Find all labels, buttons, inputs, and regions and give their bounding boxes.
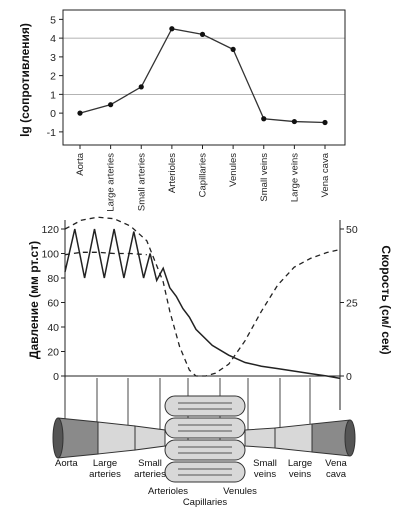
resistance-category-label: Small arteries xyxy=(136,153,147,211)
resistance-category-label: Large arteries xyxy=(106,153,117,212)
label-large-arteries-1: Large xyxy=(93,458,117,469)
label-large-veins-2: veins xyxy=(289,469,311,480)
label-arterioles: Arterioles xyxy=(148,486,188,497)
label-vena-cava-2: cava xyxy=(326,469,347,480)
large-arteries-vessel xyxy=(97,421,136,455)
capillary-bed xyxy=(164,395,246,483)
pressure-y-tick-label: 60 xyxy=(47,298,59,310)
resistance-y-tick-label: 1 xyxy=(50,89,56,101)
resistance-category-label: Venules xyxy=(228,153,239,187)
resistance-category-label: Vena cava xyxy=(320,152,331,197)
pressure-y-tick-label: 20 xyxy=(47,347,59,359)
pressure-y-tick-label: 120 xyxy=(41,224,59,236)
small-veins-vessel xyxy=(244,427,276,449)
pressure-y-tick-label: 100 xyxy=(41,249,59,261)
velocity-y-ticks: 50 25 0 xyxy=(340,224,358,383)
small-arteries-vessel xyxy=(134,425,166,451)
resistance-point xyxy=(261,116,267,122)
resistance-point xyxy=(322,119,328,126)
pressure-y-ticks: 120 100 80 60 40 20 0 xyxy=(41,224,65,383)
pressure-velocity-series xyxy=(64,216,341,380)
resistance-x-ticks xyxy=(79,145,326,149)
resistance-point xyxy=(291,118,297,125)
resistance-y-tick-label: 4 xyxy=(50,33,56,45)
resistance-point xyxy=(108,102,114,108)
vena-cava-opening xyxy=(344,419,356,457)
resistance-category-labels: Aorta Large arteries Small arteries Arterio… xyxy=(75,152,331,211)
pressure-y-tick-label: 80 xyxy=(47,273,59,285)
resistance-series xyxy=(77,26,328,126)
resistance-point xyxy=(199,31,206,37)
resistance-plot-frame xyxy=(62,9,346,146)
resistance-category-label: Arterioles xyxy=(167,153,178,193)
pressure-y-tick-label: 40 xyxy=(47,322,59,334)
label-small-arteries-1: Small xyxy=(138,458,162,469)
large-veins-vessel xyxy=(274,423,313,453)
label-vena-cava-1: Vena xyxy=(325,458,347,469)
pressure-line xyxy=(64,228,341,380)
resistance-y-tick-label: 2 xyxy=(50,71,56,83)
label-large-arteries-2: arteries xyxy=(89,469,121,480)
resistance-point xyxy=(138,84,144,90)
pressure-y-tick-label: 0 xyxy=(53,371,59,383)
resistance-y-tick-label: 0 xyxy=(50,108,56,120)
resistance-category-label: Large veins xyxy=(289,153,300,202)
vessel-diagram xyxy=(52,395,356,483)
resistance-category-label: Aorta xyxy=(75,152,86,175)
resistance-line xyxy=(79,28,326,124)
resistance-point xyxy=(77,110,83,116)
velocity-y-tick-label: 0 xyxy=(346,371,352,383)
resistance-grid xyxy=(63,37,345,95)
resistance-category-label: Capillaries xyxy=(198,153,209,198)
resistance-point xyxy=(169,26,175,32)
resistance-y-tick-label: 5 xyxy=(50,14,56,26)
velocity-y-axis-label: Скорость (см/ сек) xyxy=(379,245,393,354)
vena-cava-vessel xyxy=(311,419,351,457)
label-large-veins-1: Large xyxy=(288,458,312,469)
velocity-y-tick-label: 50 xyxy=(346,224,358,236)
resistance-y-ticks: 5 4 3 2 1 0 -1 xyxy=(47,14,63,139)
resistance-y-tick-label: -1 xyxy=(47,127,56,139)
aorta-opening xyxy=(52,417,64,459)
label-venules: Venules xyxy=(223,486,257,497)
label-small-veins-1: Small xyxy=(253,458,277,469)
label-capillaries: Capillaries xyxy=(183,497,228,508)
resistance-y-axis-label: lg (сопротивления) xyxy=(18,23,32,137)
anatomy-labels: Aorta Large arteries Small arteries Arte… xyxy=(55,458,348,508)
mean-pressure-line xyxy=(64,251,147,256)
resistance-category-label: Small veins xyxy=(259,153,270,202)
resistance-chart: 5 4 3 2 1 0 -1 Aorta Large arteries Small arteri… xyxy=(18,9,346,212)
label-small-arteries-2: arteries xyxy=(134,469,166,480)
resistance-point xyxy=(230,46,236,52)
label-aorta: Aorta xyxy=(55,458,78,469)
velocity-y-tick-label: 25 xyxy=(346,298,358,310)
velocity-line xyxy=(64,216,341,377)
pressure-y-axis-label: Давление (мм рт.ст) xyxy=(27,241,41,359)
resistance-y-tick-label: 3 xyxy=(50,52,56,64)
label-small-veins-2: veins xyxy=(254,469,276,480)
